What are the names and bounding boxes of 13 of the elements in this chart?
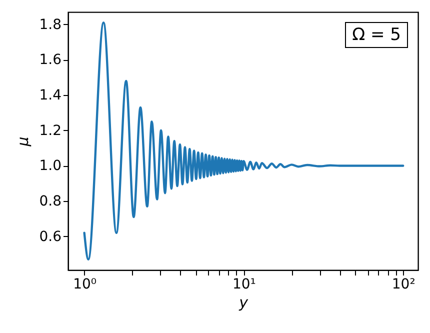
annotation: Ω = 5 [345,22,408,48]
y-tick-label: 1.0 [39,158,62,174]
y-tick-label: 1.6 [39,52,62,68]
x-tick-label: 10² [392,276,416,292]
x-tick-label: 10⁰ [73,276,97,292]
y-tick-label: 1.2 [39,122,62,139]
y-tick-label: 0.8 [39,194,62,210]
y-tick-label: 1.4 [39,88,62,104]
x-tick-label: 10¹ [232,276,256,292]
y-axis-title: μ [14,136,32,148]
y-tick-label: 1.8 [39,16,62,33]
x-axis-title: y [238,294,250,312]
y-tick-label: 0.6 [39,228,62,245]
